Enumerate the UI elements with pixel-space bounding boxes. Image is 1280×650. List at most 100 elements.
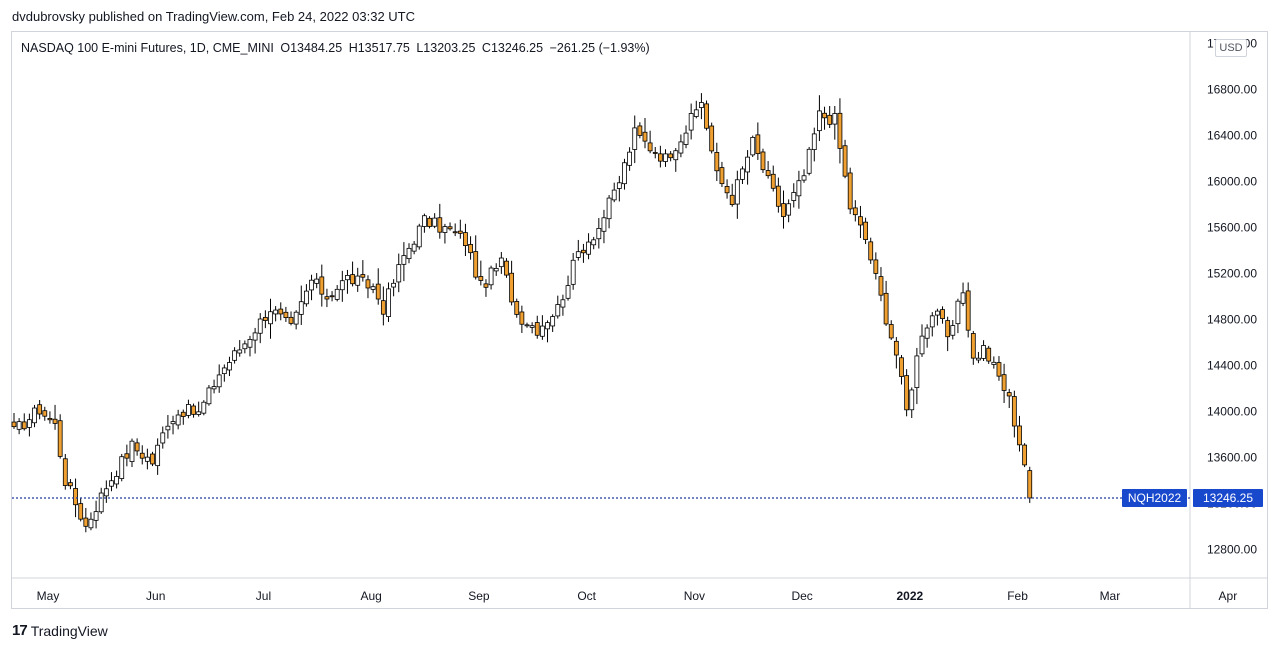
candle-body [160, 432, 166, 444]
x-tick-label: Mar [1100, 589, 1121, 603]
candle-body [519, 311, 525, 325]
x-tick-label: Apr [1219, 589, 1238, 603]
legend-high: H13517.75 [348, 41, 410, 55]
candle-body [893, 340, 899, 356]
candle-body [216, 374, 222, 388]
candle-body [334, 288, 340, 300]
candle-body [401, 255, 407, 265]
candle-body [555, 304, 561, 317]
candle-body [165, 425, 171, 431]
candle-body [616, 182, 622, 189]
candle-body [755, 134, 761, 155]
currency-button[interactable]: USD [1215, 39, 1247, 57]
candle-body [83, 517, 89, 527]
candle-body [560, 299, 566, 308]
candle-body [124, 453, 130, 459]
candle-body [129, 440, 135, 462]
candle-body [765, 170, 771, 177]
candle-body [668, 153, 674, 159]
legend-open: O13484.25 [280, 41, 343, 55]
candle-body [729, 194, 735, 206]
candle-body [565, 285, 571, 299]
candle-body [591, 239, 597, 246]
candle-body [991, 361, 997, 365]
candle-body [309, 279, 314, 291]
candle-body [314, 278, 320, 284]
x-tick-label: Dec [791, 589, 812, 603]
candle-body [278, 308, 284, 315]
candle-body [242, 343, 248, 350]
candle-body [191, 405, 196, 415]
candle-body [386, 288, 391, 317]
candle-body [796, 180, 802, 197]
candle-body [68, 482, 73, 487]
candle-body [637, 125, 643, 136]
candle-body [950, 325, 956, 336]
candle-body [734, 179, 740, 205]
candle-body [529, 325, 535, 328]
candle-body [904, 375, 910, 411]
candle-body [811, 133, 817, 150]
candle-body [421, 215, 427, 227]
candle-body [852, 207, 858, 216]
candle-body [283, 311, 289, 319]
candle-body [196, 411, 202, 415]
chart-frame[interactable] [11, 31, 1268, 609]
candle-body [329, 295, 335, 298]
candle-body [652, 152, 658, 154]
candle-body [873, 259, 879, 274]
candle-body [360, 274, 366, 278]
candle-body [699, 102, 704, 108]
candle-body [657, 153, 663, 162]
candle-body [37, 404, 43, 415]
candle-body [324, 296, 330, 300]
candle-body [11, 421, 17, 428]
candle-body [914, 355, 920, 388]
last-price-badge [1193, 488, 1263, 507]
candle-body [534, 322, 540, 336]
candle-body [601, 217, 607, 232]
candle-body [919, 335, 925, 355]
tradingview-logo[interactable]: 17 TradingView [12, 622, 108, 639]
candle-body [770, 173, 776, 189]
candle-body [268, 311, 273, 325]
x-tick-label: Feb [1007, 589, 1028, 603]
candle-body [550, 316, 556, 327]
candle-body [1011, 396, 1017, 427]
candle-body [252, 332, 258, 341]
candle-body [581, 249, 586, 254]
candle-body [806, 148, 812, 174]
candle-body [960, 292, 966, 304]
published-caption: dvdubrovsky published on TradingView.com… [12, 9, 415, 24]
candle-body [1001, 374, 1007, 391]
y-tick-label: 14400.00 [1207, 358, 1257, 372]
candle-body [575, 251, 581, 258]
x-tick-label: Jun [146, 589, 165, 603]
candle-body [888, 324, 894, 339]
candle-body [57, 420, 63, 457]
candle-body [273, 309, 279, 315]
candle-body [98, 492, 104, 513]
tradingview-logo-icon: 17 [12, 622, 28, 639]
candle-body [457, 230, 463, 234]
candle-body [842, 145, 848, 177]
candle-body [570, 259, 576, 285]
candle-body [42, 410, 48, 417]
candle-body [899, 357, 904, 377]
candle-body [339, 280, 345, 291]
candle-body [909, 389, 915, 411]
candle-body [827, 114, 833, 125]
candle-body [103, 488, 109, 497]
x-tick-label: May [37, 589, 60, 603]
candle-body [73, 488, 78, 506]
candle-body [775, 185, 781, 207]
candle-body [88, 518, 94, 529]
candle-body [847, 172, 853, 210]
candle-body [406, 247, 412, 260]
candle-body [642, 131, 648, 142]
candle-body [786, 203, 792, 216]
candle-body [704, 103, 709, 129]
candle-body [468, 244, 473, 254]
candle-body [175, 414, 181, 426]
